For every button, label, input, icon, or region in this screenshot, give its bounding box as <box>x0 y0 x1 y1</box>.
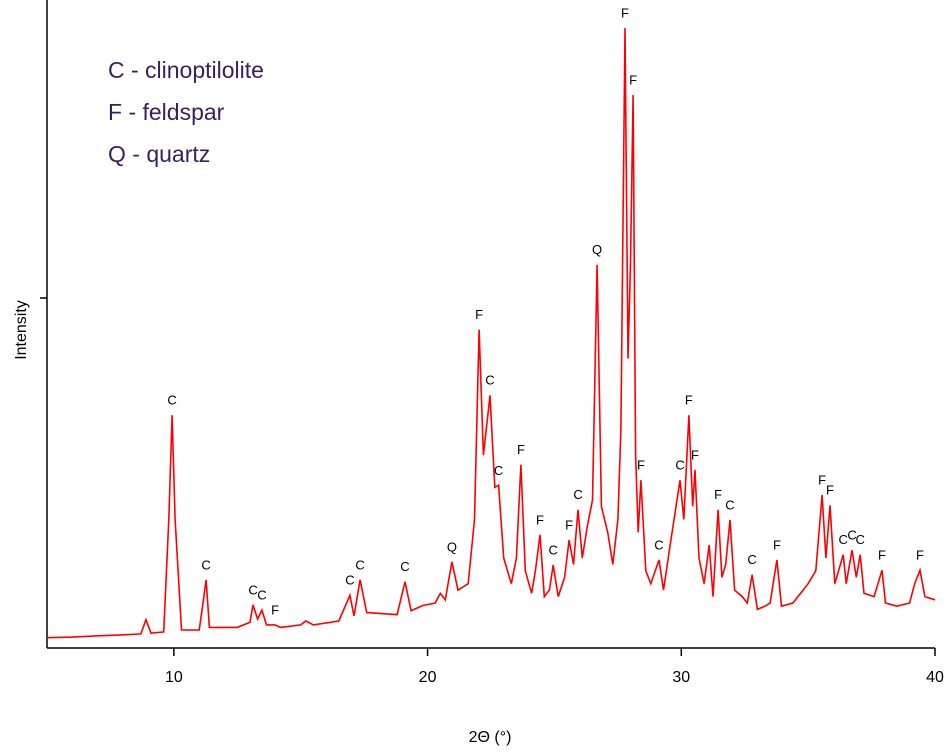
peak-label: C <box>725 497 734 512</box>
x-tick-label: 20 <box>419 669 437 686</box>
peak-label: F <box>691 447 699 462</box>
peak-label: C <box>747 552 756 567</box>
peak-label: Q <box>447 539 457 554</box>
peak-label: F <box>629 72 637 87</box>
peak-label: C <box>248 582 257 597</box>
peak-label: C <box>573 487 582 502</box>
peak-label: F <box>621 6 629 21</box>
x-axis-label: 2Θ (°) <box>469 729 512 746</box>
x-tick-label: 40 <box>926 669 944 686</box>
peak-label: F <box>773 537 781 552</box>
peak-label: F <box>878 548 886 563</box>
key-text: Q - quartz <box>108 141 210 167</box>
y-axis-label: Intensity <box>13 300 30 360</box>
peak-label: F <box>271 602 279 617</box>
peak-label: F <box>685 393 693 408</box>
peak-label: F <box>714 487 722 502</box>
peak-label: C <box>355 557 364 572</box>
peak-label: F <box>565 517 573 532</box>
peak-label: C <box>257 588 266 603</box>
peak-label: F <box>517 442 525 457</box>
peak-label: C <box>847 528 856 543</box>
peak-label: F <box>475 307 483 322</box>
peak-label: C <box>345 573 354 588</box>
peak-label: F <box>536 512 544 527</box>
peak-label: C <box>485 373 494 388</box>
peak-label: C <box>167 393 176 408</box>
x-tick-label: 30 <box>672 669 690 686</box>
key-text: C - clinoptilolite <box>108 57 264 83</box>
key-text: F - feldspar <box>108 99 225 125</box>
peak-label: C <box>855 532 864 547</box>
x-tick-label: 10 <box>165 669 183 686</box>
peak-label: C <box>548 542 557 557</box>
peak-label: C <box>400 559 409 574</box>
peak-label: C <box>838 532 847 547</box>
peak-label: Q <box>592 242 602 257</box>
peak-label: F <box>818 472 826 487</box>
peak-label: C <box>654 537 663 552</box>
peak-label: F <box>916 548 924 563</box>
peak-label: F <box>637 458 645 473</box>
line <box>46 28 936 639</box>
peak-label: C <box>494 463 503 478</box>
peak-label: C <box>201 557 210 572</box>
peak-label: F <box>826 483 834 498</box>
peak-label: C <box>675 458 684 473</box>
